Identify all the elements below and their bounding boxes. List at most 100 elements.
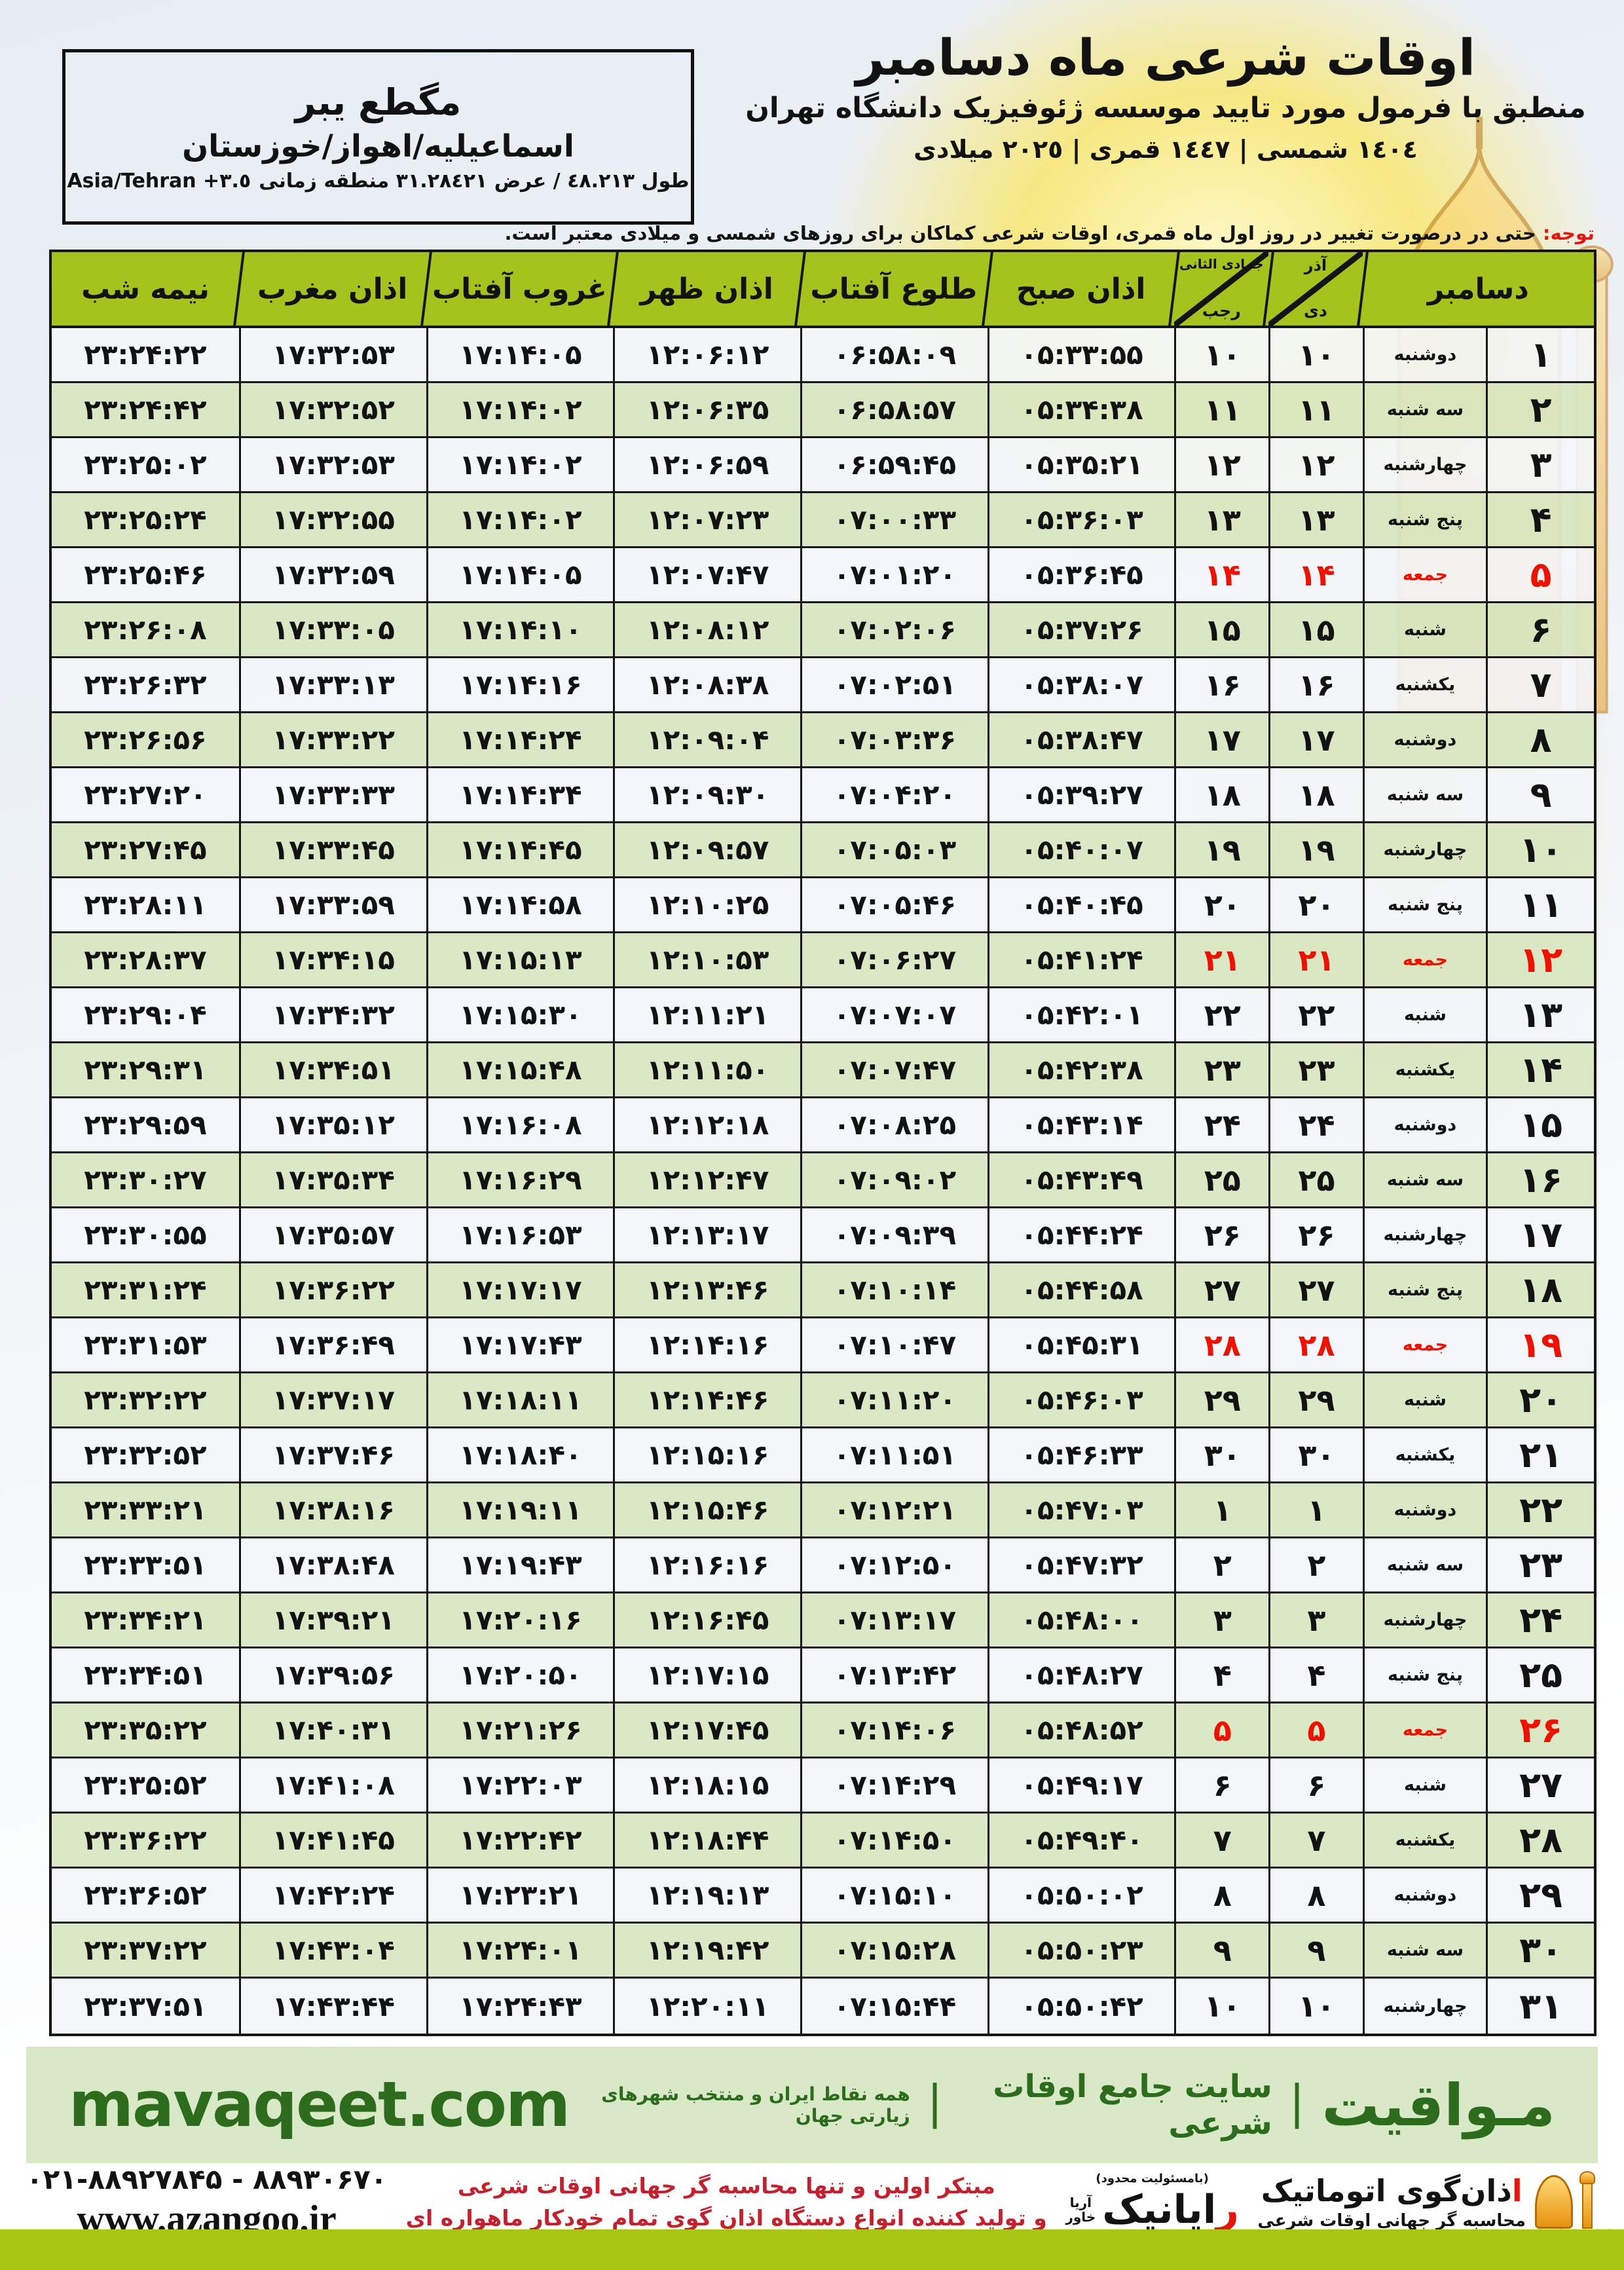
cell-maghrib: ۱۷:۳۲:۵۲	[238, 383, 426, 436]
cell-december-day: ۳۰	[1486, 1924, 1594, 1977]
cell-sunset: ۱۷:۱۹:۱۱	[426, 1483, 614, 1536]
column-header-dhuhr: اذان ظهر	[613, 252, 800, 326]
cell-solar-day: ۱۶	[1268, 658, 1363, 711]
cell-weekday: دوشنبه	[1362, 1098, 1486, 1151]
cell-december-day: ۲۴	[1486, 1593, 1594, 1647]
cell-december-day: ۲۰	[1486, 1373, 1594, 1426]
cell-fajr: ۰۵:۳۶:۰۳	[987, 493, 1175, 546]
cell-maghrib: ۱۷:۳۷:۴۶	[238, 1428, 426, 1481]
cell-weekday: سه شنبه	[1362, 1924, 1486, 1977]
mavaqeet-url[interactable]: mavaqeet.com	[69, 2069, 570, 2141]
cell-fajr: ۰۵:۴۷:۳۲	[987, 1538, 1175, 1591]
cell-fajr: ۰۵:۴۲:۳۸	[987, 1043, 1175, 1096]
notice-line: توجه: حتی در درصورت تغییر در روز اول ماه…	[504, 222, 1595, 244]
cell-december-day: ۲۶	[1486, 1703, 1594, 1757]
cell-dhuhr: ۱۲:۱۲:۱۸	[613, 1098, 800, 1151]
table-row: ۶ شنبه ۱۵ ۱۵ ۰۵:۳۷:۲۶ ۰۷:۰۲:۰۶ ۱۲:۰۸:۱۲ ۱۷:۱۴:۱…	[52, 603, 1594, 658]
cell-solar-day: ۱۴	[1268, 548, 1363, 601]
cell-sunset: ۱۷:۱۵:۴۸	[426, 1043, 614, 1096]
cell-december-day: ۱۷	[1486, 1208, 1594, 1261]
cell-sunrise: ۰۷:۰۵:۴۶	[800, 878, 987, 931]
cell-lunar-day: ۱۰	[1174, 328, 1268, 381]
cell-maghrib: ۱۷:۴۱:۴۵	[238, 1814, 426, 1867]
cell-sunset: ۱۷:۱۸:۴۰	[426, 1428, 614, 1481]
cell-weekday: جمعه	[1362, 933, 1486, 986]
cell-weekday: چهارشنبه	[1362, 823, 1486, 876]
cell-midnight: ۲۳:۲۵:۲۴	[84, 504, 207, 536]
cell-dhuhr: ۱۲:۰۹:۵۷	[613, 823, 800, 876]
cell-dhuhr: ۱۲:۱۴:۱۶	[613, 1318, 800, 1371]
cell-december-day: ۱۸	[1486, 1263, 1594, 1316]
cell-sunrise: ۰۷:۱۲:۲۱	[800, 1483, 987, 1536]
cell-maghrib: ۱۷:۳۶:۲۲	[238, 1263, 426, 1316]
cell-sunrise: ۰۷:۱۵:۴۴	[800, 1979, 987, 2034]
cell-december-day: ۱۹	[1486, 1318, 1594, 1371]
cell-solar-day: ۶	[1268, 1758, 1363, 1812]
cell-december-day: ۴	[1486, 493, 1594, 546]
cell-fajr: ۰۵:۵۰:۲۳	[987, 1924, 1175, 1977]
cell-sunrise: ۰۷:۱۴:۲۹	[800, 1758, 987, 1812]
cell-maghrib: ۱۷:۴۳:۴۴	[238, 1979, 426, 2034]
cell-december-day: ۱۳	[1486, 988, 1594, 1041]
cell-sunrise: ۰۷:۱۲:۵۰	[800, 1538, 987, 1591]
cell-maghrib: ۱۷:۴۱:۰۸	[238, 1758, 426, 1812]
cell-midnight: ۲۳:۳۶:۵۲	[84, 1879, 207, 1911]
cell-sunset: ۱۷:۱۶:۲۹	[426, 1153, 614, 1206]
table-row: ۲۹ دوشنبه ۸ ۸ ۰۵:۵۰:۰۲ ۰۷:۱۵:۱۰ ۱۲:۱۹:۱۳ ۱۷:۲۳:…	[52, 1869, 1594, 1924]
table-row: ۳۰ سه شنبه ۹ ۹ ۰۵:۵۰:۲۳ ۰۷:۱۵:۲۸ ۱۲:۱۹:۴۲ ۱۷:۲۴…	[52, 1924, 1594, 1979]
cell-fajr: ۰۵:۴۴:۵۸	[987, 1263, 1175, 1316]
cell-midnight: ۲۳:۳۶:۲۲	[84, 1824, 207, 1856]
cell-december-day: ۲	[1486, 383, 1594, 436]
cell-midnight: ۲۳:۲۵:۴۶	[84, 559, 207, 591]
cell-lunar-day: ۱۷	[1174, 713, 1268, 766]
cell-fajr: ۰۵:۳۴:۳۸	[987, 383, 1175, 436]
cell-fajr: ۰۵:۴۰:۴۵	[987, 878, 1175, 931]
cell-december-day: ۲۹	[1486, 1869, 1594, 1922]
cell-solar-day: ۳۰	[1268, 1428, 1363, 1481]
producer-description: مبتکر اولین و تنها محاسبه گر جهانی اوقات…	[406, 2170, 1047, 2235]
page-title: اوقات شرعی ماه دسامبر	[855, 28, 1476, 86]
cell-dhuhr: ۱۲:۰۶:۵۹	[613, 438, 800, 491]
cell-lunar-day: ۲۲	[1174, 988, 1268, 1041]
cell-dhuhr: ۱۲:۱۱:۲۱	[613, 988, 800, 1041]
cell-maghrib: ۱۷:۳۵:۵۷	[238, 1208, 426, 1261]
cell-lunar-day: ۲۹	[1174, 1373, 1268, 1426]
cell-sunrise: ۰۷:۰۹:۳۹	[800, 1208, 987, 1261]
cell-solar-day: ۲۱	[1268, 933, 1363, 986]
cell-weekday: جمعه	[1362, 548, 1486, 601]
table-row: ۲۱ یکشنبه ۳۰ ۳۰ ۰۵:۴۶:۳۳ ۰۷:۱۱:۵۱ ۱۲:۱۵:۱۶ ۱۷:۱…	[52, 1428, 1594, 1483]
cell-midnight: ۲۳:۲۹:۰۴	[84, 999, 207, 1031]
cell-maghrib: ۱۷:۳۵:۱۲	[238, 1098, 426, 1151]
cell-midnight: ۲۳:۲۶:۰۸	[84, 614, 207, 646]
rayanik-side-text: آریا خاور	[1065, 2195, 1096, 2224]
prayer-times-table: دسامبر آذر دی جمادی الثانی رجب اذان صبح …	[49, 250, 1596, 2036]
rayanik-rest: ایانیک	[1102, 2186, 1217, 2233]
cell-sunrise: ۰۷:۱۵:۱۰	[800, 1869, 987, 1922]
cell-maghrib: ۱۷:۳۸:۴۸	[238, 1538, 426, 1591]
cell-midnight: ۲۳:۲۸:۱۱	[84, 889, 207, 921]
cell-weekday: چهارشنبه	[1362, 438, 1486, 491]
table-header-row: دسامبر آذر دی جمادی الثانی رجب اذان صبح …	[52, 252, 1594, 328]
cell-fajr: ۰۵:۳۸:۰۷	[987, 658, 1175, 711]
cell-sunset: ۱۷:۱۴:۴۵	[426, 823, 614, 876]
cell-sunset: ۱۷:۱۴:۲۴	[426, 713, 614, 766]
cell-maghrib: ۱۷:۳۲:۵۳	[238, 438, 426, 491]
footer-brand-band: مـواقیت | سایت جامع اوقات شرعی | همه نقا…	[26, 2047, 1598, 2163]
cell-sunrise: ۰۷:۰۶:۲۷	[800, 933, 987, 986]
cell-solar-day: ۴	[1268, 1648, 1363, 1702]
cell-weekday: پنج شنبه	[1362, 493, 1486, 546]
table-row: ۲۸ یکشنبه ۷ ۷ ۰۵:۴۹:۴۰ ۰۷:۱۴:۵۰ ۱۲:۱۸:۴۴ ۱۷:۲۲:…	[52, 1814, 1594, 1869]
cell-dhuhr: ۱۲:۱۷:۱۵	[613, 1648, 800, 1702]
producer-line-1: مبتکر اولین و تنها محاسبه گر جهانی اوقات…	[457, 2172, 995, 2199]
table-row: ۱۹ جمعه ۲۸ ۲۸ ۰۵:۴۵:۳۱ ۰۷:۱۰:۴۷ ۱۲:۱۴:۱۶ ۱۷:۱۷:…	[52, 1318, 1594, 1373]
cell-december-day: ۱۱	[1486, 878, 1594, 931]
table-row: ۲۴ چهارشنبه ۳ ۳ ۰۵:۴۸:۰۰ ۰۷:۱۳:۱۷ ۱۲:۱۶:۴۵ ۱۷:۲…	[52, 1593, 1594, 1648]
brand-group: مـواقیت | سایت جامع اوقات شرعی | همه نقا…	[569, 2068, 1555, 2142]
cell-sunrise: ۰۷:۰۹:۰۲	[800, 1153, 987, 1206]
table-row: ۲ سه شنبه ۱۱ ۱۱ ۰۵:۳۴:۳۸ ۰۶:۵۸:۵۷ ۱۲:۰۶:۳۵ ۱۷:۱…	[52, 383, 1594, 438]
cell-maghrib: ۱۷:۳۳:۴۵	[238, 823, 426, 876]
cell-solar-day: ۲۴	[1268, 1098, 1363, 1151]
rayanik-first-letter: ر	[1216, 2186, 1239, 2233]
table-row: ۱۶ سه شنبه ۲۵ ۲۵ ۰۵:۴۳:۴۹ ۰۷:۰۹:۰۲ ۱۲:۱۲:۴۷ ۱۷:…	[52, 1153, 1594, 1208]
table-body: ۱ دوشنبه ۱۰ ۱۰ ۰۵:۳۳:۵۵ ۰۶:۵۸:۰۹ ۱۲:۰۶:۱۲ ۱۷:۱۴…	[52, 328, 1594, 2034]
